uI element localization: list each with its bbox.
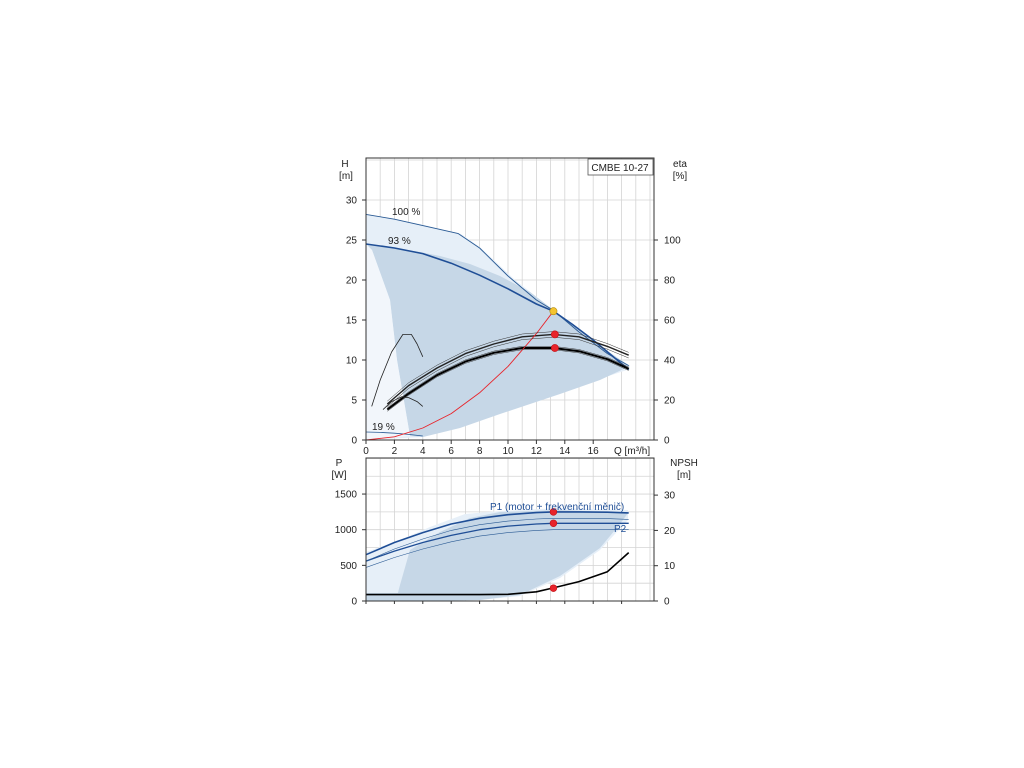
head-chart: 0 2 4 6 8 10 12 14 16 0 5 10 15 20 25 30 0 20 40 60 80 100 CM… <box>339 157 688 458</box>
npsh-tick-label: 30 <box>664 491 676 502</box>
eta-axis-name: eta <box>673 159 687 170</box>
p2-series-label: P2 <box>614 524 627 535</box>
head-tick-label: 5 <box>351 396 357 407</box>
power-tick-label: 1500 <box>335 490 358 501</box>
speed-label-93: 93 % <box>388 236 411 247</box>
head-series-companion <box>387 346 629 409</box>
head-tick-label: 25 <box>346 236 358 247</box>
head-series-eta-19-b <box>382 396 424 410</box>
flow-tick-label: 10 <box>502 446 514 457</box>
power-axis-unit: [W] <box>332 470 347 481</box>
flow-tick-label: 16 <box>588 446 600 457</box>
head-duty-point <box>550 344 559 352</box>
npsh-tick-label: 10 <box>664 561 676 572</box>
eta-axis-unit: [%] <box>673 171 688 182</box>
power-series-p1-motor-frekven-n-m-ni- <box>366 511 629 556</box>
head-tick-label: 30 <box>346 196 358 207</box>
flow-tick-label: 0 <box>363 446 369 457</box>
eta-tick-label: 80 <box>664 276 676 287</box>
flow-tick-label: 14 <box>559 446 571 457</box>
head-duty-point <box>549 307 558 316</box>
flow-tick-label: 6 <box>448 446 454 457</box>
npsh-axis-name: NPSH <box>670 458 698 469</box>
head-series-19- <box>366 431 423 437</box>
npsh-tick-label: 0 <box>664 597 670 608</box>
eta-tick-label: 0 <box>664 436 670 447</box>
head-series-companion <box>387 349 629 412</box>
head-series <box>366 213 630 440</box>
power-series-npsh <box>366 552 630 596</box>
head-series-companion <box>387 336 629 407</box>
head-duty-points <box>549 307 559 352</box>
power-series-p2 <box>366 522 629 562</box>
speed-label-19: 19 % <box>372 422 395 433</box>
head-series-eta-93 <box>386 347 630 411</box>
head-tick-label: 10 <box>346 356 358 367</box>
head-plot-frame <box>365 157 655 441</box>
head-axis-name: H <box>341 159 348 170</box>
power-low-band <box>366 593 422 601</box>
flow-tick-label: 12 <box>531 446 543 457</box>
power-duty-point <box>549 584 558 592</box>
head-series-100- <box>366 213 629 366</box>
power-tick-label: 0 <box>351 597 357 608</box>
head-envelope-dark <box>366 244 630 437</box>
flow-tick-label: 2 <box>392 446 398 457</box>
head-axis-unit: [m] <box>339 171 353 182</box>
power-series <box>366 511 630 596</box>
power-axis-name: P <box>336 458 343 469</box>
head-tick-label: 0 <box>351 436 357 447</box>
power-series-companion <box>366 529 629 568</box>
head-tick-label: 20 <box>346 276 358 287</box>
power-chart: 0 500 1000 1500 0 10 20 30 P [W] NPSH [m] P1 (m… <box>332 457 698 608</box>
flow-axis-label: Q [m³/h] <box>614 446 650 457</box>
head-series-companion <box>387 331 629 402</box>
model-box <box>587 158 654 176</box>
power-ticks: 0 500 1000 1500 0 10 20 30 <box>335 490 676 608</box>
speed-label-100: 100 % <box>392 207 420 218</box>
model-label: CMBE 10-27 <box>591 163 649 174</box>
eta-tick-label: 60 <box>664 316 676 327</box>
head-ticks: 0 2 4 6 8 10 12 14 16 0 5 10 15 20 25 30 0 20 40 60 80 100 <box>346 196 681 458</box>
flow-tick-label: 4 <box>420 446 426 457</box>
head-tick-label: 15 <box>346 316 358 327</box>
power-series-companion <box>366 517 629 562</box>
power-tick-label: 1000 <box>335 525 358 536</box>
head-series-eta-100 <box>386 333 629 405</box>
power-duty-point <box>549 519 558 527</box>
power-duty-points <box>549 508 558 592</box>
eta-tick-label: 20 <box>664 396 676 407</box>
power-tick-label: 500 <box>340 561 357 572</box>
npsh-axis-unit: [m] <box>677 470 691 481</box>
power-duty-point <box>549 508 558 516</box>
head-series-93- <box>366 243 630 371</box>
head-series-eta-19-a <box>371 333 424 407</box>
power-envelope-dark <box>396 510 628 601</box>
eta-tick-label: 100 <box>664 236 681 247</box>
p1-series-label: P1 (motor + frekvenční měnič) <box>490 502 624 513</box>
eta-tick-label: 40 <box>664 356 676 367</box>
head-duty-point <box>550 330 559 339</box>
flow-tick-label: 8 <box>477 446 483 457</box>
npsh-tick-label: 20 <box>664 526 676 537</box>
